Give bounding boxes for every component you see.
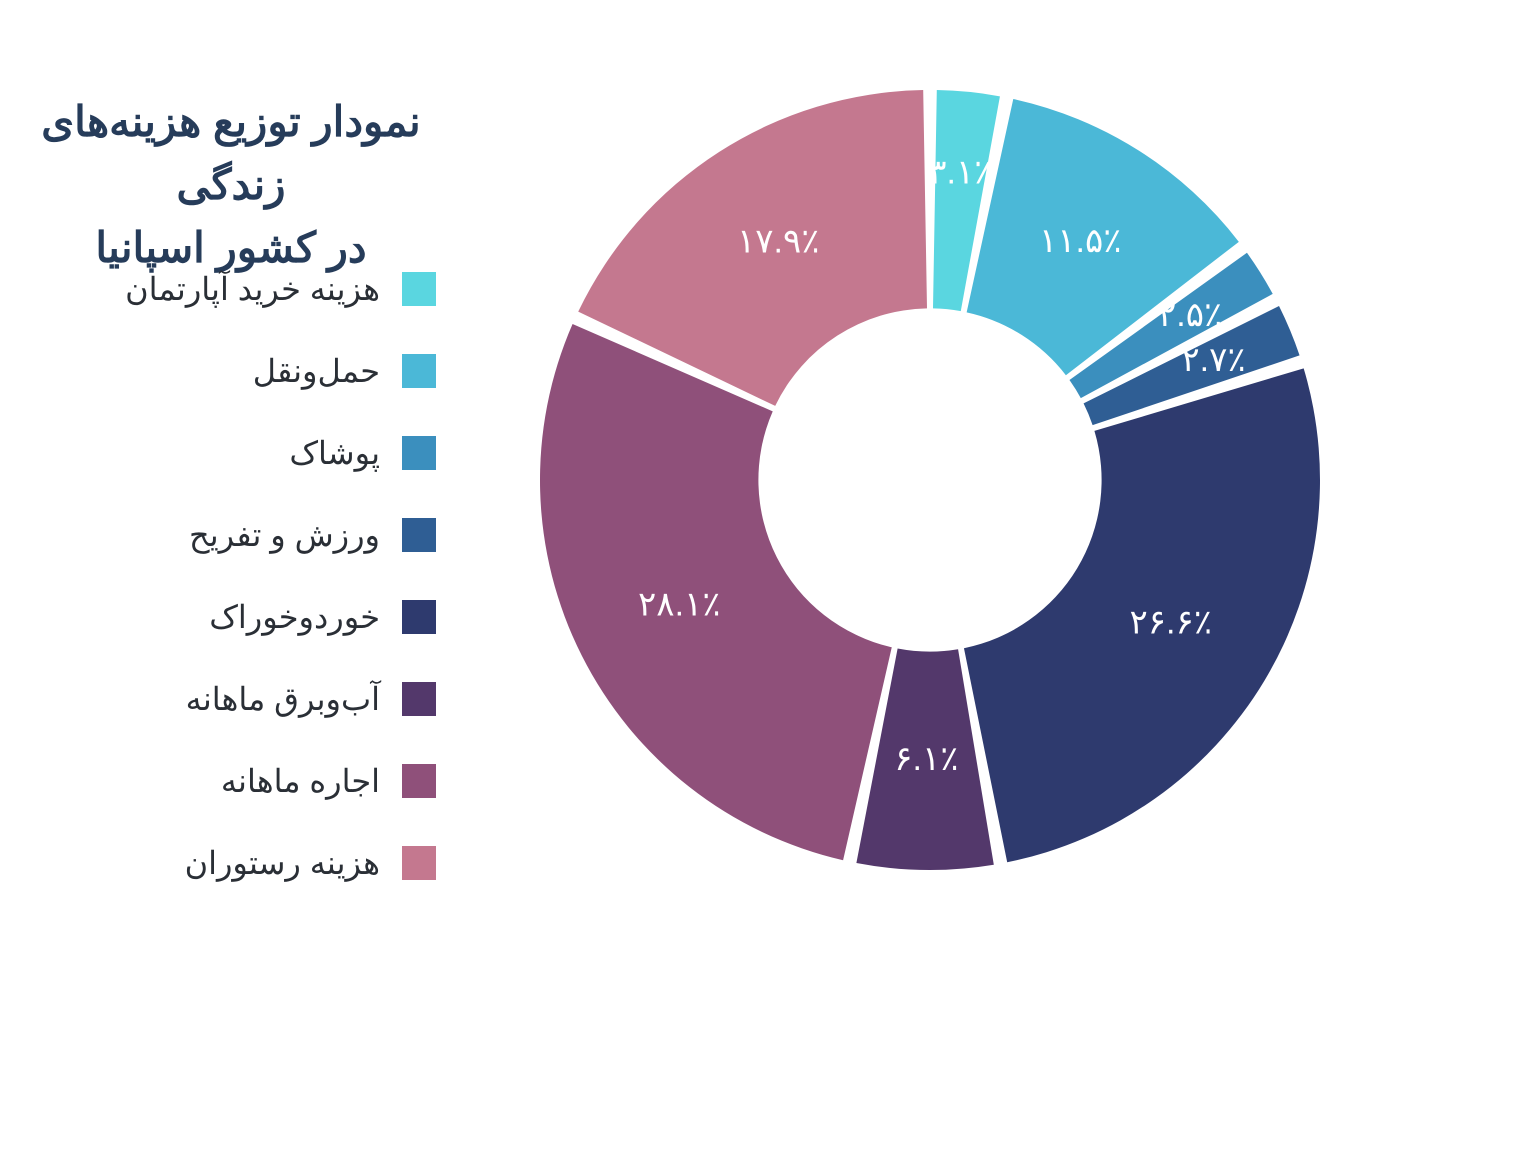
title-line-1: نمودار توزیع هزینه‌های زندگی [41, 98, 420, 208]
slice-label: ۲.۵٪ [1158, 296, 1222, 334]
legend-label: اجاره ماهانه [221, 762, 380, 800]
legend-swatch [402, 764, 436, 798]
legend-item: حمل‌ونقل [76, 352, 436, 390]
chart-title: نمودار توزیع هزینه‌های زندگی در کشور اسپ… [16, 90, 446, 279]
legend-swatch [402, 846, 436, 880]
legend-swatch [402, 272, 436, 306]
legend-item: آب‌وبرق ماهانه [76, 680, 436, 718]
chart-container: نمودار توزیع هزینه‌های زندگی در کشور اسپ… [0, 0, 1536, 1152]
slice-label: ۳.۱٪ [928, 153, 992, 191]
legend-item: اجاره ماهانه [76, 762, 436, 800]
legend-swatch [402, 518, 436, 552]
legend-label: حمل‌ونقل [253, 352, 380, 390]
legend-swatch [402, 682, 436, 716]
legend-item: هزینه خرید آپارتمان [76, 270, 436, 308]
donut-chart: ۳.۱٪ ۱۱.۵٪ ۲.۵٪ ۲.۷٪ ۲۶.۶٪ ۶.۱٪ ۲۸.۱٪ ۱۷.۹٪ [520, 70, 1340, 890]
legend-label: پوشاک [289, 434, 380, 472]
legend-label: ورزش و تفریح [189, 516, 380, 554]
legend-label: هزینه رستوران [185, 844, 380, 882]
slice-label: ۲۶.۶٪ [1130, 604, 1213, 642]
slice-label: ۱۱.۵٪ [1039, 222, 1122, 260]
slice-label: ۱۷.۹٪ [737, 223, 820, 261]
title-line-2: در کشور اسپانیا [95, 224, 366, 271]
legend-swatch [402, 354, 436, 388]
slice-label: ۲.۷٪ [1181, 341, 1245, 379]
legend-label: خوردوخوراک [209, 598, 380, 636]
legend: هزینه خرید آپارتمان حمل‌ونقل پوشاک ورزش و ت… [76, 270, 436, 882]
legend-item: خوردوخوراک [76, 598, 436, 636]
legend-swatch [402, 436, 436, 470]
legend-item: هزینه رستوران [76, 844, 436, 882]
legend-item: پوشاک [76, 434, 436, 472]
legend-label: آب‌وبرق ماهانه [186, 680, 380, 718]
slice-label: ۲۸.۱٪ [638, 585, 721, 623]
legend-label: هزینه خرید آپارتمان [125, 270, 380, 308]
legend-swatch [402, 600, 436, 634]
legend-item: ورزش و تفریح [76, 516, 436, 554]
slice-label: ۶.۱٪ [894, 740, 958, 778]
